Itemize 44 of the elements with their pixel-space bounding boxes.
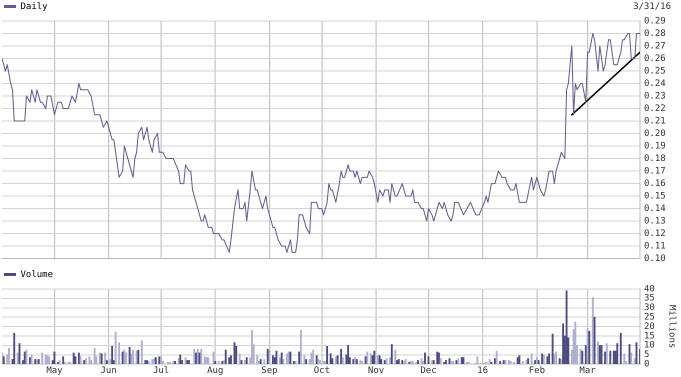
x-tick-label: Mar bbox=[579, 366, 596, 376]
y-tick-label: 10 bbox=[644, 340, 655, 351]
x-tick-label: Aug bbox=[207, 366, 224, 376]
y-tick-label: 0.20 bbox=[644, 128, 666, 139]
y-tick-label: 0.16 bbox=[644, 178, 666, 189]
x-tick-label: Dec bbox=[420, 366, 437, 376]
x-tick-label: Oct bbox=[314, 366, 330, 376]
text: 3/31/16 bbox=[633, 2, 671, 12]
y-tick-label: 0.11 bbox=[644, 241, 666, 252]
x-tick-label: Feb bbox=[528, 366, 546, 376]
y-tick-label: 0.18 bbox=[644, 154, 666, 164]
legend-label: Daily bbox=[20, 2, 48, 12]
x-tick-label: Nov bbox=[368, 366, 384, 376]
legend-label: Volume bbox=[20, 270, 54, 280]
x-tick-label: Jun bbox=[100, 366, 117, 376]
x-tick-label: May bbox=[46, 366, 64, 376]
y-tick-label: 0.19 bbox=[644, 141, 666, 152]
y-tick-label: 0.22 bbox=[644, 104, 666, 114]
y-tick-label: 5 bbox=[644, 350, 650, 360]
y-tick-label: 0.17 bbox=[644, 166, 666, 176]
y-tick-label: 20 bbox=[644, 322, 655, 332]
y-tick-label: 0.12 bbox=[644, 228, 666, 239]
y-tick-label: 0.15 bbox=[644, 191, 666, 202]
y-tick-label: 35 bbox=[644, 294, 655, 304]
y-tick-label: 0.14 bbox=[644, 204, 666, 214]
y-tick-label: 30 bbox=[644, 303, 655, 314]
y-tick-label: 0 bbox=[644, 360, 650, 370]
y-tick-label: 25 bbox=[644, 312, 655, 323]
y-tick-label: 0.27 bbox=[644, 41, 666, 52]
y-tick-label: 0.13 bbox=[644, 216, 666, 226]
y-tick-label: 0.24 bbox=[644, 78, 666, 89]
x-tick-label: Jul bbox=[152, 366, 170, 376]
y-tick-label: 0.29 bbox=[644, 16, 666, 26]
y-tick-label: 0.10 bbox=[644, 254, 666, 264]
y-tick-label: 0.28 bbox=[644, 28, 666, 39]
y-tick-label: 15 bbox=[644, 331, 655, 342]
x-tick-label: 16 bbox=[477, 366, 488, 376]
y-tick-label: 0.25 bbox=[644, 66, 666, 76]
x-tick-label: Sep bbox=[261, 366, 278, 376]
y-tick-label: 0.26 bbox=[644, 54, 666, 64]
y-axis-title: Millions bbox=[666, 304, 676, 348]
y-tick-label: 40 bbox=[644, 284, 655, 294]
y-tick-label: 0.23 bbox=[644, 91, 666, 102]
y-tick-label: 0.21 bbox=[644, 116, 666, 126]
